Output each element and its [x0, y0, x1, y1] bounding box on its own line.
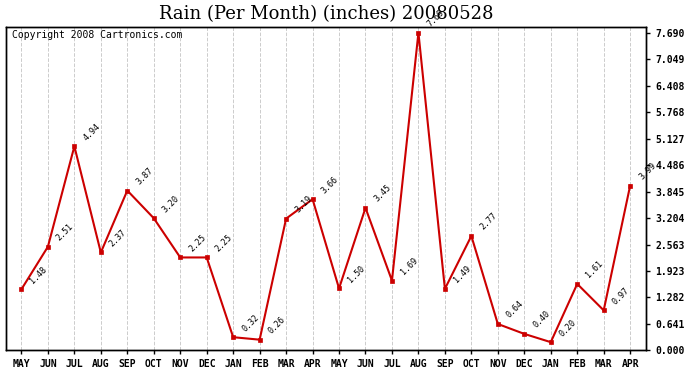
Text: 1.48: 1.48	[28, 265, 49, 285]
Text: 2.37: 2.37	[108, 228, 128, 248]
Text: 3.66: 3.66	[319, 174, 340, 195]
Text: 3.20: 3.20	[161, 194, 181, 214]
Text: 2.77: 2.77	[478, 211, 499, 232]
Text: 3.87: 3.87	[135, 166, 155, 186]
Text: 2.25: 2.25	[187, 233, 208, 253]
Text: 4.94: 4.94	[81, 122, 102, 142]
Text: 7.69: 7.69	[425, 8, 446, 28]
Text: 0.40: 0.40	[531, 309, 552, 330]
Title: Rain (Per Month) (inches) 20080528: Rain (Per Month) (inches) 20080528	[159, 6, 493, 24]
Text: 1.50: 1.50	[346, 264, 366, 284]
Text: 1.69: 1.69	[399, 256, 420, 276]
Text: 0.26: 0.26	[266, 315, 287, 336]
Text: 3.19: 3.19	[293, 194, 313, 214]
Text: 0.32: 0.32	[240, 312, 261, 333]
Text: 0.20: 0.20	[558, 318, 578, 338]
Text: 2.51: 2.51	[55, 222, 75, 243]
Text: 1.49: 1.49	[452, 264, 473, 285]
Text: Copyright 2008 Cartronics.com: Copyright 2008 Cartronics.com	[12, 30, 182, 40]
Text: 3.45: 3.45	[373, 183, 393, 204]
Text: 1.61: 1.61	[584, 259, 604, 280]
Text: 0.64: 0.64	[505, 299, 525, 320]
Text: 0.97: 0.97	[611, 286, 631, 306]
Text: 3.99: 3.99	[637, 161, 658, 182]
Text: 2.25: 2.25	[214, 233, 234, 253]
